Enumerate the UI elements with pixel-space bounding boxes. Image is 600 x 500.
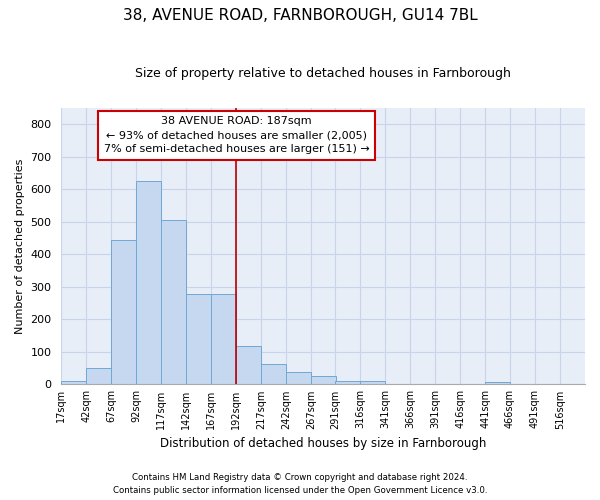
Bar — [236, 346, 261, 385]
Bar — [211, 294, 236, 384]
Bar — [136, 181, 161, 384]
Bar — [187, 294, 211, 384]
Text: 38, AVENUE ROAD, FARNBOROUGH, GU14 7BL: 38, AVENUE ROAD, FARNBOROUGH, GU14 7BL — [122, 8, 478, 22]
Bar — [335, 381, 360, 384]
Bar — [161, 220, 187, 384]
Bar — [360, 381, 385, 384]
Bar — [485, 382, 510, 384]
Text: Contains HM Land Registry data © Crown copyright and database right 2024.
Contai: Contains HM Land Registry data © Crown c… — [113, 473, 487, 495]
Y-axis label: Number of detached properties: Number of detached properties — [15, 158, 25, 334]
Title: Size of property relative to detached houses in Farnborough: Size of property relative to detached ho… — [135, 68, 511, 80]
Bar — [261, 364, 286, 384]
X-axis label: Distribution of detached houses by size in Farnborough: Distribution of detached houses by size … — [160, 437, 487, 450]
Text: 38 AVENUE ROAD: 187sqm
← 93% of detached houses are smaller (2,005)
7% of semi-d: 38 AVENUE ROAD: 187sqm ← 93% of detached… — [104, 116, 370, 154]
Bar — [61, 381, 86, 384]
Bar — [112, 240, 136, 384]
Bar — [286, 372, 311, 384]
Bar — [86, 368, 112, 384]
Bar — [311, 376, 336, 384]
